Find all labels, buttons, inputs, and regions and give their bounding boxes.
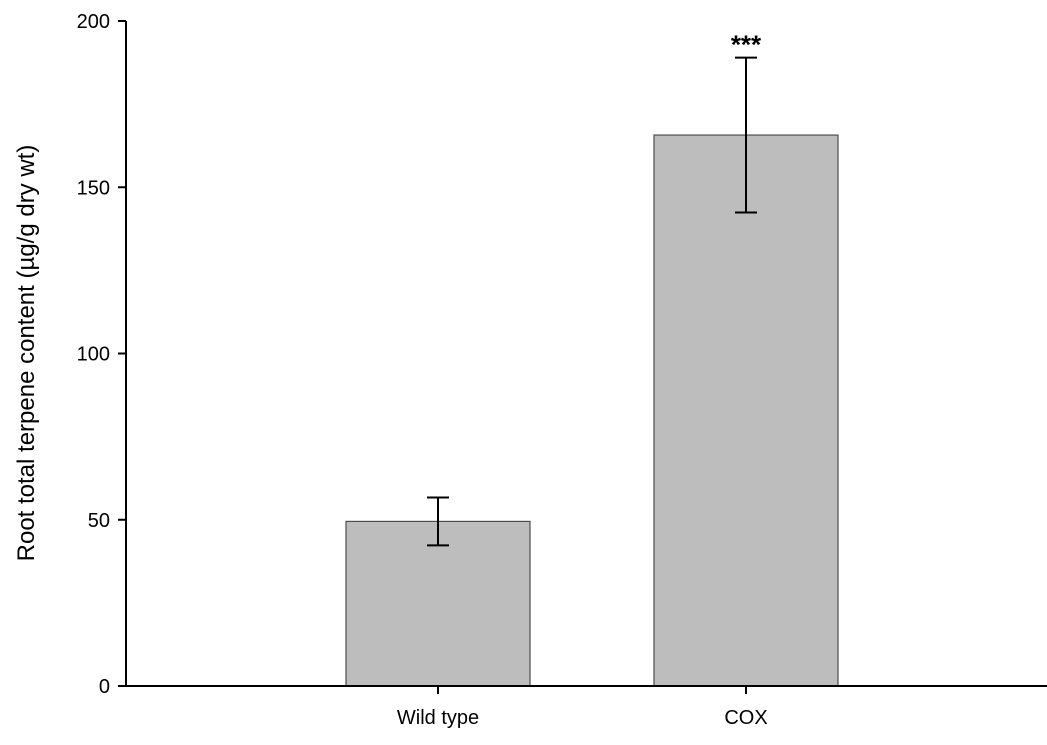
y-tick-label: 100 (77, 344, 110, 366)
bar-cox (654, 135, 838, 686)
significance-annotation: *** (731, 30, 762, 60)
y-tick-label: 50 (88, 510, 110, 532)
bars (346, 135, 838, 686)
y-axis-ticks: 0 50 100 150 200 (77, 11, 126, 698)
y-tick-label: 0 (99, 676, 110, 698)
annotations: *** (731, 30, 762, 60)
y-axis-title: Root total terpene content (µg/g dry wt) (13, 145, 40, 562)
x-tick-label: Wild type (397, 707, 479, 729)
y-tick-label: 200 (77, 11, 110, 33)
x-tick-label: COX (724, 707, 767, 729)
y-tick-label: 150 (77, 177, 110, 199)
x-axis-ticks: Wild type COX (397, 686, 768, 729)
